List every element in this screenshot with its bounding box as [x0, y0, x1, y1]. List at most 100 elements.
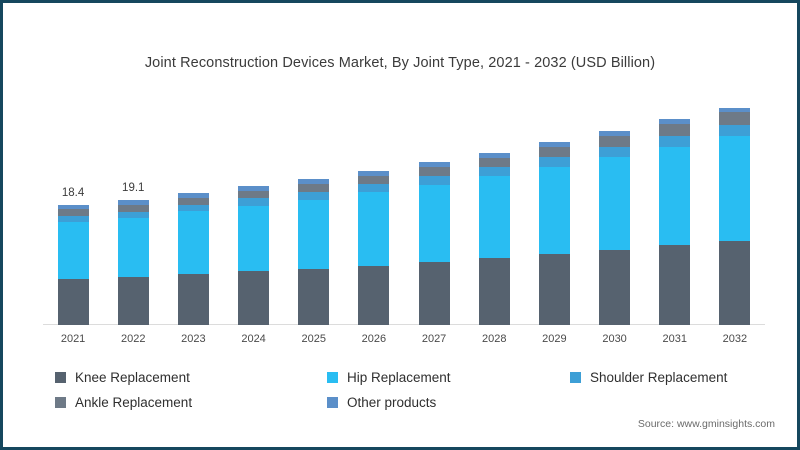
bar-segment[interactable]	[719, 107, 751, 113]
bar-segment[interactable]	[358, 265, 390, 325]
bar-group[interactable]: 19.1	[117, 182, 149, 325]
bar-segment[interactable]	[478, 157, 510, 167]
bar-segment[interactable]	[238, 185, 270, 191]
bar-segment[interactable]	[57, 221, 89, 279]
bar-segment[interactable]	[659, 135, 691, 147]
bar-segment[interactable]	[538, 142, 570, 148]
legend-item-shoulder-replacement[interactable]: Shoulder Replacement	[570, 370, 765, 385]
bar-segment[interactable]	[117, 211, 149, 218]
bar-group[interactable]	[298, 178, 330, 325]
bar-segment[interactable]	[117, 200, 149, 205]
bar-segment[interactable]	[177, 274, 209, 325]
bar-segment[interactable]	[538, 147, 570, 158]
legend-item-label: Ankle Replacement	[75, 395, 193, 410]
legend-item-label: Knee Replacement	[75, 370, 190, 385]
bar-segment[interactable]	[117, 204, 149, 212]
bar-segment[interactable]	[238, 205, 270, 272]
x-tick-label: 2023	[181, 333, 206, 345]
bar-segment[interactable]	[599, 131, 631, 137]
bar-segment[interactable]	[599, 249, 631, 325]
x-tick-label: 2031	[662, 333, 687, 345]
x-axis-baseline	[43, 324, 765, 325]
bar-group[interactable]	[358, 170, 390, 325]
bar-segment[interactable]	[719, 112, 751, 125]
bar-segment[interactable]	[57, 209, 89, 216]
bar-segment[interactable]	[177, 197, 209, 205]
bar-group[interactable]	[538, 142, 570, 325]
bar-segment[interactable]	[238, 271, 270, 325]
bar-segment[interactable]	[659, 124, 691, 136]
legend-item-hip-replacement[interactable]: Hip Replacement	[327, 370, 570, 385]
bar-segment[interactable]	[298, 178, 330, 184]
bar-group[interactable]	[478, 152, 510, 325]
bar-segment[interactable]	[358, 192, 390, 266]
bar-segment[interactable]	[719, 240, 751, 325]
bar-segment[interactable]	[478, 258, 510, 325]
legend-item-ankle-replacement[interactable]: Ankle Replacement	[55, 395, 327, 410]
bar-segment[interactable]	[418, 184, 450, 263]
source-attribution: Source: www.gminsights.com	[637, 418, 775, 430]
chart-legend: Knee Replacement Hip Replacement Shoulde…	[55, 365, 765, 415]
x-tick-label: 2027	[421, 333, 447, 345]
bar-segment[interactable]	[358, 170, 390, 176]
plot-area: 18.4 19.1	[43, 103, 765, 325]
bar-value-label: 19.1	[122, 182, 145, 195]
bar-group[interactable]	[659, 119, 691, 325]
bar-group[interactable]	[238, 185, 270, 325]
bar-segment[interactable]	[298, 268, 330, 325]
bar-segment[interactable]	[298, 191, 330, 200]
bar-segment[interactable]	[599, 157, 631, 250]
bar-segment[interactable]	[117, 217, 149, 277]
x-tick-label: 2021	[60, 333, 86, 345]
bar-segment[interactable]	[478, 176, 510, 259]
x-tick-label: 2022	[120, 333, 146, 345]
bar-segment[interactable]	[719, 124, 751, 137]
x-tick-label: 2028	[481, 333, 507, 345]
legend-swatch-icon	[327, 372, 338, 383]
bar-segment[interactable]	[659, 245, 691, 325]
bar-segment[interactable]	[177, 192, 209, 198]
bar-segment[interactable]	[599, 136, 631, 147]
bar-stack	[57, 204, 89, 325]
bar-segment[interactable]	[418, 262, 450, 325]
bar-segment[interactable]	[719, 136, 751, 241]
bar-segment[interactable]	[57, 204, 89, 210]
bar-segment[interactable]	[177, 211, 209, 275]
bar-group[interactable]	[719, 107, 751, 325]
bar-segment[interactable]	[57, 215, 89, 222]
bar-segment[interactable]	[478, 152, 510, 158]
bar-segment[interactable]	[117, 276, 149, 325]
bar-segment[interactable]	[418, 167, 450, 176]
x-tick-label: 2025	[301, 333, 326, 345]
legend-swatch-icon	[55, 372, 66, 383]
bar-stack	[117, 200, 149, 325]
bar-segment[interactable]	[298, 199, 330, 269]
bar-stack	[418, 161, 450, 325]
bar-segment[interactable]	[659, 119, 691, 125]
bar-stack	[358, 170, 390, 325]
bar-segment[interactable]	[57, 278, 89, 325]
bar-segment[interactable]	[659, 146, 691, 246]
bar-segment[interactable]	[599, 146, 631, 158]
bar-group[interactable]	[177, 192, 209, 325]
bar-segment[interactable]	[177, 204, 209, 212]
bar-group[interactable]: 18.4	[57, 187, 89, 325]
bar-segment[interactable]	[358, 184, 390, 193]
bar-stack	[238, 185, 270, 325]
legend-item-knee-replacement[interactable]: Knee Replacement	[55, 370, 327, 385]
bar-segment[interactable]	[478, 167, 510, 177]
bar-segment[interactable]	[538, 157, 570, 167]
bar-group[interactable]	[418, 161, 450, 325]
bar-segment[interactable]	[538, 167, 570, 255]
bar-group[interactable]	[599, 131, 631, 325]
bar-segment[interactable]	[298, 184, 330, 192]
bar-segment[interactable]	[238, 198, 270, 206]
legend-item-label: Shoulder Replacement	[590, 370, 728, 385]
bar-segment[interactable]	[238, 190, 270, 199]
bar-segment[interactable]	[358, 175, 390, 185]
bar-segment[interactable]	[538, 254, 570, 325]
legend-item-other-products[interactable]: Other products	[327, 395, 570, 410]
bar-segment[interactable]	[418, 161, 450, 168]
bar-segment[interactable]	[418, 175, 450, 185]
